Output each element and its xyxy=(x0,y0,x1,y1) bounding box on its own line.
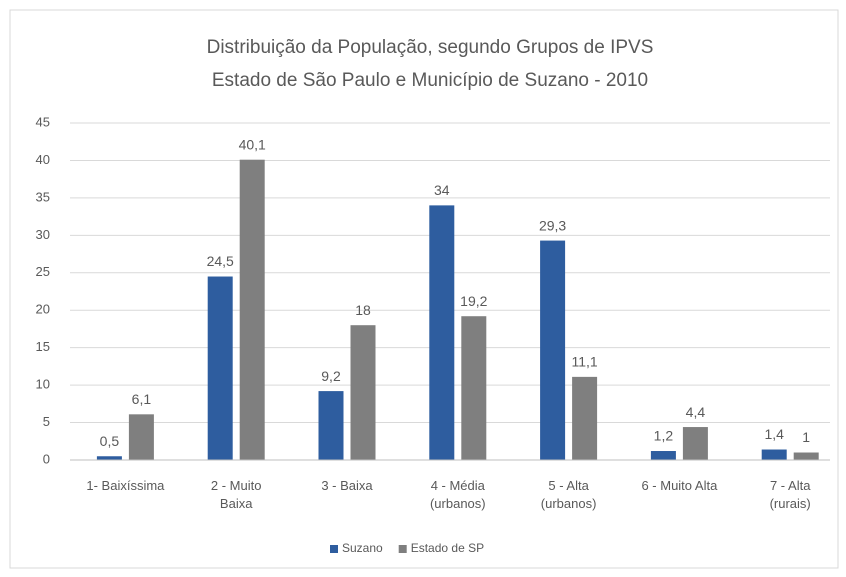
data-label: 34 xyxy=(434,182,450,198)
data-label: 1 xyxy=(802,429,810,445)
y-tick-label: 10 xyxy=(36,377,50,392)
bar xyxy=(650,451,676,460)
bar xyxy=(350,325,376,460)
bar xyxy=(793,452,819,460)
y-tick-label: 25 xyxy=(36,264,50,279)
bar xyxy=(318,391,344,460)
data-label: 24,5 xyxy=(207,253,234,269)
data-label: 9,2 xyxy=(321,368,341,384)
bar xyxy=(429,205,455,460)
y-tick-label: 20 xyxy=(36,302,50,317)
x-tick-label: 6 - Muito Alta xyxy=(641,478,718,493)
x-tick-label: 1- Baixíssima xyxy=(86,478,165,493)
bar xyxy=(540,240,566,460)
data-label: 18 xyxy=(355,302,371,318)
chart-title: Distribuição da População, segundo Grupo… xyxy=(207,37,654,58)
bar xyxy=(96,456,122,460)
legend-label: Suzano xyxy=(342,541,383,555)
y-tick-label: 5 xyxy=(43,414,50,429)
bar xyxy=(207,276,233,460)
data-label: 0,5 xyxy=(100,433,120,449)
x-tick-label: 2 - Muito Baixa xyxy=(210,478,262,511)
data-label: 4,4 xyxy=(686,404,706,420)
data-label: 1,4 xyxy=(764,426,784,442)
legend-label: Estado de SP xyxy=(411,541,484,555)
x-tick-label: 7 - Alta (rurais) xyxy=(769,478,811,511)
data-label: 1,2 xyxy=(654,428,674,444)
y-tick-label: 35 xyxy=(36,189,50,204)
data-label: 40,1 xyxy=(239,136,266,152)
legend-swatch xyxy=(330,545,338,553)
bar xyxy=(239,159,265,460)
chart-subtitle: Estado de São Paulo e Município de Suzan… xyxy=(212,70,648,91)
legend-swatch xyxy=(398,545,407,553)
y-tick-label: 15 xyxy=(36,339,50,354)
bar xyxy=(761,449,787,460)
chart-border xyxy=(9,9,839,569)
bar xyxy=(572,376,598,460)
y-tick-label: 45 xyxy=(36,114,50,129)
x-tick-label: 4 - Média (urbanos) xyxy=(429,478,486,511)
data-label: 19,2 xyxy=(460,293,487,309)
bar xyxy=(128,414,154,460)
data-label: 29,3 xyxy=(539,217,566,233)
bar xyxy=(682,427,708,460)
y-tick-label: 30 xyxy=(36,227,50,242)
data-label: 11,1 xyxy=(571,354,597,370)
y-tick-label: 40 xyxy=(36,152,50,167)
bar xyxy=(461,316,487,460)
y-tick-label: 0 xyxy=(43,451,50,466)
x-tick-label: 3 - Baixa xyxy=(321,478,373,493)
data-label: 6,1 xyxy=(132,391,152,407)
x-tick-label: 5 - Alta (urbanos) xyxy=(540,478,597,511)
